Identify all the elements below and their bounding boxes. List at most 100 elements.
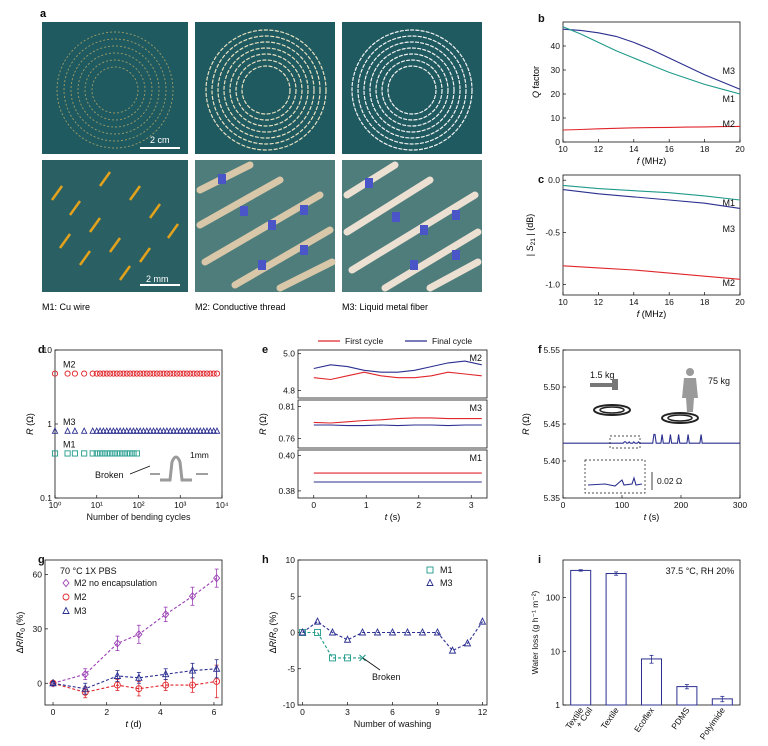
chart-d-point-M2 <box>160 370 167 377</box>
chart-d-point-M1 <box>93 450 100 457</box>
chart-d-point-M2 <box>183 370 190 377</box>
chart-d-point-M2 <box>93 370 100 377</box>
chart-f-xtick-label: 300 <box>733 500 747 510</box>
chart-h-point-M1 <box>329 654 336 662</box>
chart-c-xtick-label: 14 <box>629 297 639 307</box>
chart-b-line-M2 <box>562 125 741 131</box>
chart-i-frame <box>562 559 741 706</box>
chart-d-point-M2 <box>127 370 134 377</box>
chart-f-ytick-label: 5.55 <box>543 345 560 355</box>
chart-d-point-M3 <box>170 427 177 434</box>
chart-d-point-M2 <box>207 370 214 377</box>
chart-c-line-M2 <box>562 265 741 280</box>
chart-d-point-M3 <box>206 427 214 434</box>
chart-d-point-M2 <box>117 370 124 377</box>
panel-letter-h: h <box>262 554 269 566</box>
chart-d-series-label: M1 <box>63 439 76 449</box>
chart-d-point-M3 <box>143 427 151 434</box>
chart-h-xtick-label: 9 <box>435 707 440 717</box>
chart-c-ytick-label: -0.5 <box>545 227 560 237</box>
chart-h-point-M1-broken <box>359 654 366 662</box>
panel-letter-e: e <box>262 344 268 356</box>
chart-d-ytick-label: 0.1 <box>40 493 52 503</box>
chart-b-xtick-label: 18 <box>700 144 710 154</box>
caption-m3: M3: Liquid metal fiber <box>342 302 428 312</box>
chart-h-ytick-label: -5 <box>287 664 295 674</box>
chart-d-point-M1 <box>51 450 59 457</box>
chart-d-point-M2 <box>143 370 150 377</box>
legend-e-final-label: Final cycle <box>432 336 472 346</box>
panel-letter-f: f <box>538 344 542 356</box>
photo-m1-coil <box>42 22 188 154</box>
chart-h-xtick-label: 12 <box>478 707 488 717</box>
chart-d-series-label: M3 <box>63 417 76 427</box>
chart-h-ytick-label: 5 <box>290 591 295 601</box>
chart-c-series-label: M2 <box>722 278 735 288</box>
chart-d-point-M3 <box>71 427 79 434</box>
chart-h-ytick-label: 10 <box>286 555 296 565</box>
chart-d-series-label: M2 <box>63 360 76 370</box>
chart-d-point-M2 <box>163 370 170 377</box>
chart-d-point-M3 <box>150 427 157 434</box>
chart-f-zoom-box <box>609 435 641 449</box>
chart-d-xtick-label: 10³ <box>174 500 186 510</box>
chart-d-point-M1 <box>130 450 137 457</box>
closeup-m2-bands <box>218 174 308 270</box>
chart-d-point-M3 <box>89 427 97 434</box>
chart-d-point-M2 <box>153 370 160 377</box>
chart-d-point-M1 <box>81 450 88 457</box>
chart-h-point-M3 <box>343 635 352 643</box>
chart-e-subplot-label: M3 <box>469 403 482 413</box>
chart-h-point-M3 <box>403 627 412 636</box>
chart-d-point-M1 <box>117 450 124 457</box>
chart-c-series-label: M3 <box>722 224 735 234</box>
chart-d-point-M3 <box>210 427 217 434</box>
chart-d-point-M3 <box>100 427 107 434</box>
chart-d-point-M3 <box>193 427 201 434</box>
chart-d-point-M2 <box>200 370 207 377</box>
chart-f-inset-line <box>587 476 643 487</box>
chart-c-xlabel: f (MHz) <box>637 309 667 319</box>
chart-e-frame-M1 <box>297 449 488 499</box>
chart-f-ylabel: R (Ω) <box>521 413 531 435</box>
chart-g-point-M2 <box>189 681 196 689</box>
chart-g-point-M2 <box>135 685 143 693</box>
chart-b-frame <box>562 21 741 143</box>
chart-h-xlabel: Number of washing <box>354 719 432 729</box>
chart-d-point-M3 <box>156 427 164 434</box>
chart-d-point-M3 <box>123 427 131 434</box>
chart-f-xtick-label: 100 <box>615 500 629 510</box>
chart-d-point-M2 <box>173 370 180 377</box>
chart-d-point-M1 <box>120 450 127 457</box>
chart-d-point-M1 <box>123 450 130 457</box>
chart-d-point-M3 <box>160 427 167 434</box>
chart-g-ylabel: ΔR/R0 (%) <box>15 612 27 654</box>
chart-d-point-M2 <box>81 370 88 377</box>
chart-f-inset-box <box>584 459 646 494</box>
chart-g-point-M2 no encapsulation <box>162 610 170 619</box>
chart-b-ytick-label: 20 <box>551 89 561 99</box>
coil-m2-center <box>247 71 285 109</box>
chart-d-point-M3 <box>64 427 71 434</box>
chart-g-ytick-label: 0 <box>37 678 42 688</box>
chart-h-legend-marker <box>426 578 434 586</box>
chart-e-xtick-label: 3 <box>469 500 474 510</box>
scale-label-bottom: 2 mm <box>146 274 169 284</box>
chart-d-point-M3 <box>106 427 114 434</box>
chart-i-category-label: Textile <box>599 705 621 731</box>
chart-d-point-M2 <box>147 370 154 377</box>
chart-e-ytick-label: 0.40 <box>278 450 295 460</box>
chart-d-point-M1 <box>113 450 120 457</box>
chart-d-point-M3 <box>130 427 137 434</box>
chart-d-point-M2 <box>130 370 137 377</box>
chart-d-point-M2 <box>107 370 114 377</box>
chart-d-point-M2 <box>123 370 130 377</box>
chart-g-point-M3 <box>135 673 143 681</box>
chart-d-broken-arrow <box>129 465 151 475</box>
chart-d-point-M2 <box>180 370 187 377</box>
chart-d-point-M3 <box>153 427 161 434</box>
chart-d-point-M3 <box>213 427 221 434</box>
chart-g-legend-marker <box>62 606 70 614</box>
chart-f-xtick-label: 0 <box>561 500 566 510</box>
chart-f-line <box>563 433 740 444</box>
